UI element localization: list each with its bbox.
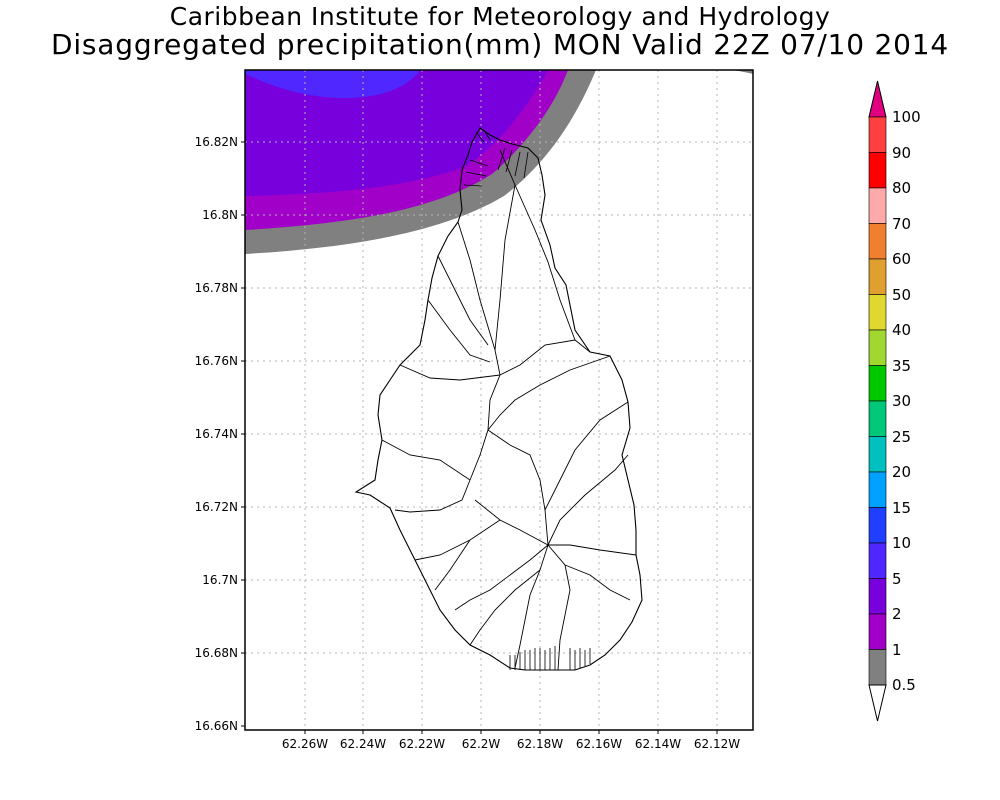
colorbar-label: 2 xyxy=(892,605,902,623)
colorbar-label: 100 xyxy=(892,108,921,126)
lon-tick-label: 62.14W xyxy=(635,737,681,751)
colorbar-label: 30 xyxy=(892,392,911,410)
lon-tick-label: 62.22W xyxy=(399,737,445,751)
coastal-watershed-ticks xyxy=(463,129,591,670)
plot-frame xyxy=(244,69,754,731)
colorbar-segment xyxy=(868,542,887,579)
colorbar-segment xyxy=(868,223,887,260)
lat-tick-label: 16.68N xyxy=(195,646,238,660)
colorbar-segment xyxy=(868,400,887,437)
island-outline xyxy=(354,127,643,671)
lat-tick-label: 16.76N xyxy=(195,354,238,368)
longitude-axis-labels: 62.26W 62.24W 62.22W 62.2W 62.18W 62.16W… xyxy=(282,737,740,751)
colorbar-segment xyxy=(868,294,887,331)
lat-tick-label: 16.7N xyxy=(202,573,238,587)
lat-tick-label: 16.74N xyxy=(195,427,238,441)
lon-tick-label: 62.26W xyxy=(282,737,328,751)
chart-title-institute: Caribbean Institute for Meteorology and … xyxy=(169,2,831,31)
chart-title-product: Disaggregated precipitation(mm) MON Vali… xyxy=(50,28,950,61)
colorbar-label: 35 xyxy=(892,357,911,375)
colorbar-segment xyxy=(868,187,887,224)
colorbar-segment xyxy=(868,152,887,189)
colorbar-segment xyxy=(868,365,887,402)
colorbar-cap-bottom xyxy=(868,684,887,722)
lon-tick-label: 62.2W xyxy=(462,737,501,751)
colorbar-segment xyxy=(868,471,887,508)
lon-tick-label: 62.18W xyxy=(517,737,563,751)
colorbar-segment xyxy=(868,329,887,366)
lon-tick-label: 62.24W xyxy=(340,737,386,751)
colorbar-segment xyxy=(868,436,887,473)
colorbar-labels: 100 90 80 70 60 50 40 35 30 25 20 15 10 … xyxy=(892,108,921,694)
precip-band-5-10 xyxy=(245,70,420,98)
precipitation-field xyxy=(245,70,753,254)
colorbar-label: 50 xyxy=(892,286,911,304)
colorbar-label: 0.5 xyxy=(892,676,916,694)
colorbar-segment xyxy=(868,258,887,295)
latitude-axis-labels: 16.82N 16.8N 16.78N 16.76N 16.74N 16.72N… xyxy=(195,135,238,733)
colorbar-label: 80 xyxy=(892,179,911,197)
map-grid xyxy=(245,70,753,730)
lat-tick-label: 16.72N xyxy=(195,500,238,514)
precip-band-edge-ne xyxy=(733,70,753,74)
colorbar-label: 40 xyxy=(892,321,911,339)
lat-tick-label: 16.82N xyxy=(195,135,238,149)
colorbar-segment xyxy=(868,578,887,615)
lon-tick-label: 62.16W xyxy=(576,737,622,751)
colorbar-label: 15 xyxy=(892,499,911,517)
colorbar-label: 70 xyxy=(892,215,911,233)
colorbar-segment xyxy=(868,116,887,153)
lat-tick-label: 16.78N xyxy=(195,281,238,295)
watershed-boundaries xyxy=(381,149,637,671)
colorbar-label: 10 xyxy=(892,534,911,552)
colorbar-label: 25 xyxy=(892,428,911,446)
colorbar-label: 60 xyxy=(892,250,911,268)
colorbar-label: 5 xyxy=(892,570,902,588)
colorbar-segment xyxy=(868,613,887,650)
colorbar-cap-top xyxy=(868,80,887,118)
lat-tick-label: 16.66N xyxy=(195,719,238,733)
lat-tick-label: 16.8N xyxy=(202,208,238,222)
lon-tick-label: 62.12W xyxy=(694,737,740,751)
colorbar-label: 1 xyxy=(892,641,902,659)
colorbar-segment xyxy=(868,649,887,686)
axis-tick-marks xyxy=(241,141,718,734)
colorbar-label: 20 xyxy=(892,463,911,481)
colorbar-segment xyxy=(868,507,887,544)
colorbar xyxy=(868,80,887,722)
colorbar-label: 90 xyxy=(892,144,911,162)
precip-band-2-5 xyxy=(245,70,548,196)
